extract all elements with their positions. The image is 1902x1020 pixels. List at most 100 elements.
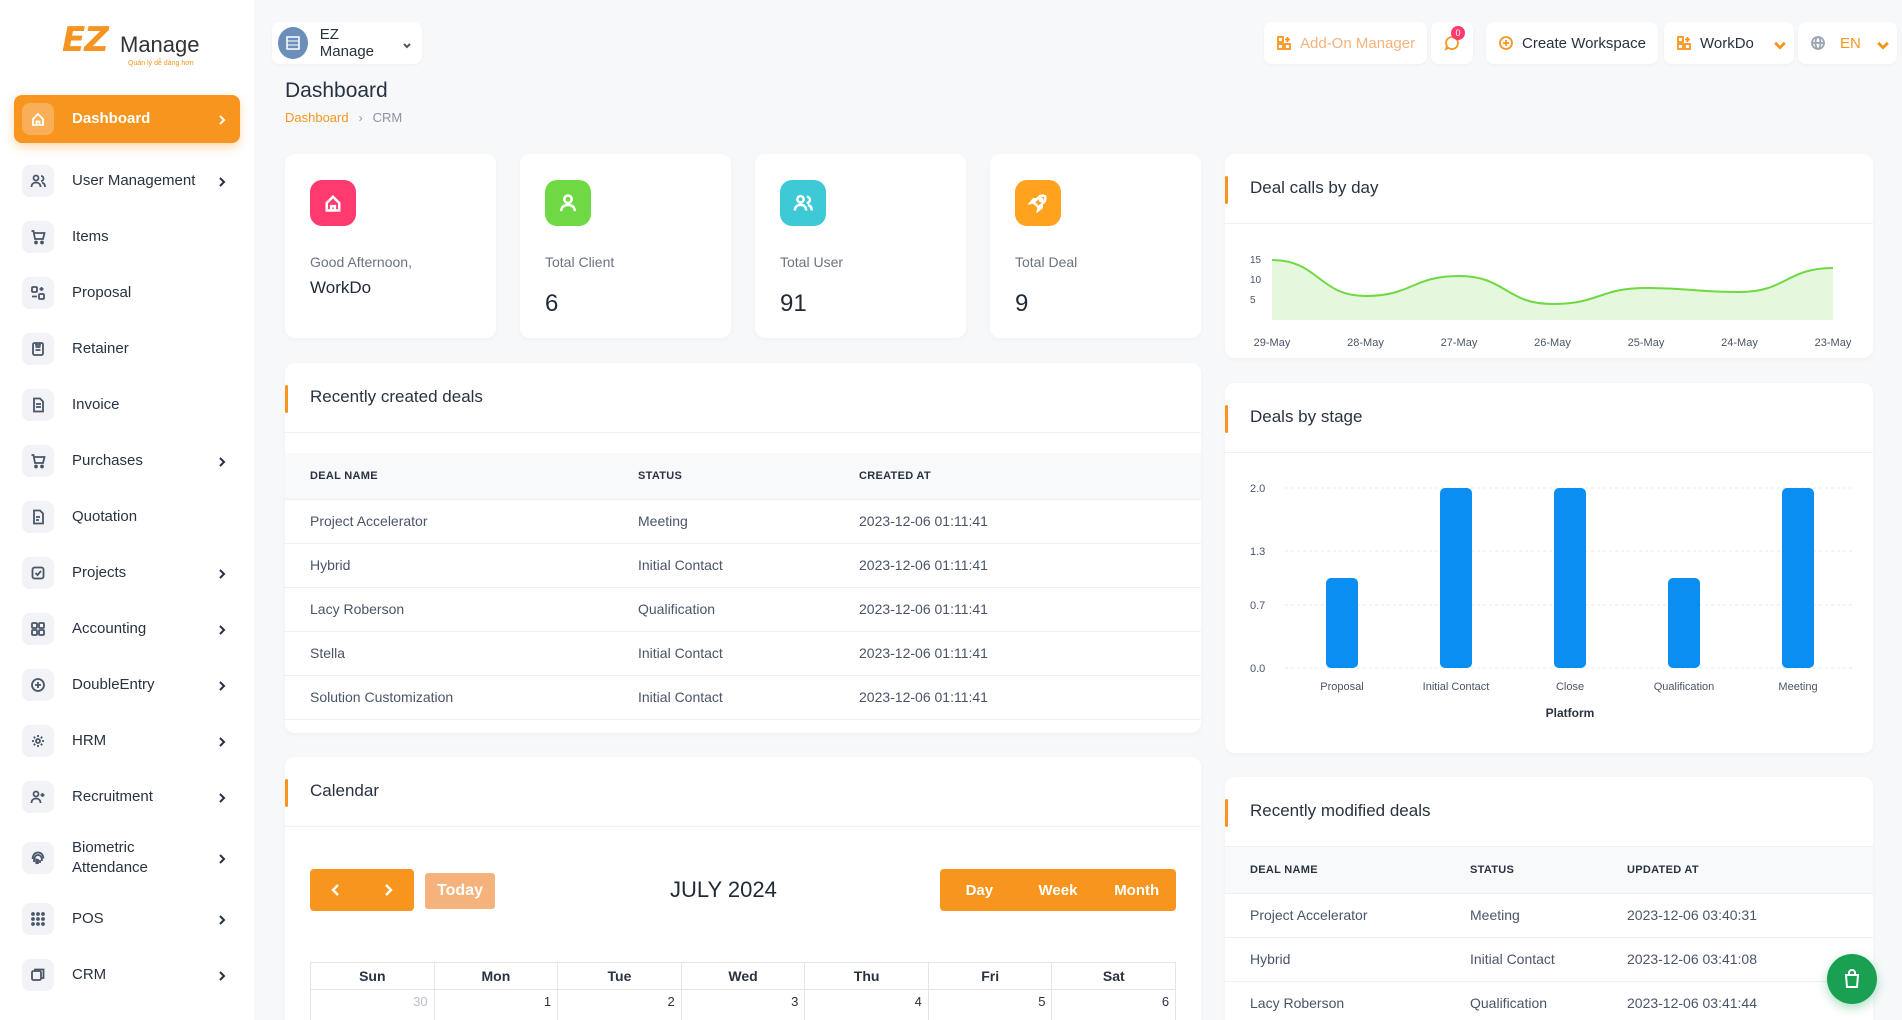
table-row[interactable]: Project Accelerator Meeting 2023-12-06 03:… <box>1225 893 1873 938</box>
table-row[interactable]: Project Accelerator Meeting 2023-12-06 01:… <box>285 499 1201 544</box>
user-plus-icon <box>30 790 45 804</box>
cart-fab-button[interactable] <box>1827 954 1877 1004</box>
building-icon <box>286 36 300 50</box>
calendar-day[interactable]: 6 <box>1052 990 1177 1020</box>
sidebar-item-biometric-attendance[interactable]: Biometric Attendance <box>14 825 240 891</box>
stat-card-total-deal: Total Deal 9 <box>990 154 1201 338</box>
stat-label: Total User <box>780 254 844 270</box>
sidebar-item-proposal[interactable]: Proposal <box>14 265 240 321</box>
table-row[interactable]: Lacy Roberson Qualification 2023-12-06 01:… <box>285 587 1201 632</box>
sidebar-item-items[interactable]: Items <box>14 209 240 265</box>
chevron-down-icon <box>1772 38 1786 50</box>
chevron-right-icon <box>219 457 226 467</box>
sidebar-item-accounting[interactable]: Accounting <box>14 601 240 657</box>
sidebar-item-invoice[interactable]: Invoice <box>14 377 240 433</box>
bar-meeting[interactable] <box>1782 488 1814 668</box>
table-row[interactable]: Lacy Roberson Qualification 2023-12-06 03:… <box>1225 981 1873 1020</box>
calendar-nav <box>310 869 414 911</box>
column-header: DEAL NAME <box>1225 847 1470 894</box>
sidebar-item-label: POS <box>72 910 104 927</box>
calendar-day[interactable]: 4 <box>805 990 929 1020</box>
next-month-button[interactable] <box>362 869 414 911</box>
table-cell: Solution Customization <box>285 675 638 720</box>
sidebar: EZ Manage Quản lý dễ dàng hơn Dashboard U… <box>0 0 254 1020</box>
hrm-icon <box>22 725 54 757</box>
sidebar-item-doubleentry[interactable]: DoubleEntry <box>14 657 240 713</box>
table-row[interactable]: Hybrid Initial Contact 2023-12-06 01:11:41 <box>285 543 1201 588</box>
view-month-button[interactable]: Month <box>1114 881 1160 899</box>
x-tick-label: 28-May <box>1347 337 1384 349</box>
workspace-select[interactable]: WorkDo <box>1664 22 1794 64</box>
chevron-right-icon <box>216 455 228 467</box>
sidebar-item-retainer[interactable]: Retainer <box>14 321 240 377</box>
sidebar-item-label: Accounting <box>72 620 147 637</box>
sidebar-item-projects[interactable]: Projects <box>14 545 240 601</box>
stat-card-total-user: Total User 91 <box>755 154 966 338</box>
deals-by-stage-title: Deals by stage <box>1250 407 1363 426</box>
home-icon <box>310 180 356 226</box>
accent-bar <box>1225 405 1228 433</box>
calendar-day[interactable]: 30 <box>311 990 435 1020</box>
calendar-day[interactable]: 5 <box>929 990 1053 1020</box>
stat-value: 91 <box>780 290 807 317</box>
chevron-right-icon <box>219 971 226 981</box>
notifications-button[interactable]: 0 <box>1431 22 1473 64</box>
table-cell: 2023-12-06 01:11:41 <box>859 587 1201 632</box>
addon-manager-label: Add-On Manager <box>1300 34 1416 52</box>
bar-initial-contact[interactable] <box>1440 488 1472 668</box>
users-icon <box>22 165 54 197</box>
sidebar-item-purchases[interactable]: Purchases <box>14 433 240 489</box>
stat-card-good-afternoon: Good Afternoon, WorkDo <box>285 154 496 338</box>
sidebar-item-crm[interactable]: CRM <box>14 947 240 1003</box>
table-cell: Lacy Roberson <box>285 587 638 632</box>
sidebar-item-dashboard[interactable]: Dashboard <box>14 95 240 143</box>
bar-qualification[interactable] <box>1668 578 1700 668</box>
proposal-icon <box>22 277 54 309</box>
table-row[interactable]: Hybrid Initial Contact 2023-12-06 03:41:08 <box>1225 937 1873 982</box>
logo-tagline: Quản lý dễ dàng hơn <box>128 60 194 67</box>
calendar-day[interactable]: 2 <box>558 990 682 1020</box>
bar-proposal[interactable] <box>1326 578 1358 668</box>
table-cell: Initial Contact <box>638 675 859 720</box>
calendar-day[interactable]: 1 <box>435 990 559 1020</box>
users-icon <box>30 174 46 188</box>
sidebar-item-hrm[interactable]: HRM <box>14 713 240 769</box>
table-row[interactable]: Stella Initial Contact 2023-12-06 01:11:41 <box>285 631 1201 676</box>
stat-value: 9 <box>1015 290 1029 317</box>
breadcrumb-dashboard[interactable]: Dashboard <box>285 110 349 125</box>
sidebar-item-user-management[interactable]: User Management <box>14 153 240 209</box>
bar-close[interactable] <box>1554 488 1586 668</box>
sidebar-item-quotation[interactable]: Quotation <box>14 489 240 545</box>
prev-month-button[interactable] <box>310 869 362 911</box>
grid-icon <box>31 622 45 636</box>
calendar-day[interactable]: 3 <box>682 990 806 1020</box>
create-workspace-button[interactable]: Create Workspace <box>1486 22 1658 64</box>
home-icon <box>22 103 54 135</box>
x-tick-label: 24-May <box>1721 337 1758 349</box>
calls-line <box>1271 259 1834 306</box>
today-button[interactable]: Today <box>425 873 495 909</box>
chevron-right-icon <box>219 569 226 579</box>
x-tick-label: 23-May <box>1815 337 1852 349</box>
language-select[interactable]: EN <box>1798 22 1897 64</box>
retainer-icon <box>32 342 44 356</box>
deals-by-stage-header: Deals by stage <box>1225 383 1873 453</box>
view-week-button[interactable]: Week <box>1038 881 1078 899</box>
workspace-switcher[interactable]: EZ Manage <box>272 22 422 64</box>
view-day-button[interactable]: Day <box>965 881 994 899</box>
users-icon <box>793 194 813 211</box>
top-bar: EZ Manage Add-On Manager 0 Create Worksp… <box>254 0 1902 86</box>
addon-manager-button[interactable]: Add-On Manager <box>1264 22 1428 64</box>
deal-calls-chart: 5 10 15 29-May 28-May 27-May 26-May 25-May 24-Ma… <box>1250 255 1852 349</box>
stat-label: Total Deal <box>1015 254 1078 270</box>
sidebar-item-recruitment[interactable]: Recruitment <box>14 769 240 825</box>
chevron-right-icon <box>219 854 226 864</box>
brand-logo[interactable]: EZ Manage Quản lý dễ dàng hơn <box>62 20 202 67</box>
workspace-avatar <box>278 27 308 59</box>
table-row[interactable]: Solution Customization Initial Contact 202… <box>285 675 1201 720</box>
x-tick-label: Meeting <box>1778 681 1817 693</box>
weekday-header: Sun Mon Tue Wed Thu Fri Sat <box>310 962 1176 990</box>
sidebar-item-pos[interactable]: POS <box>14 891 240 947</box>
chevron-right-icon <box>219 177 226 187</box>
chevron-down-icon <box>1875 38 1889 50</box>
